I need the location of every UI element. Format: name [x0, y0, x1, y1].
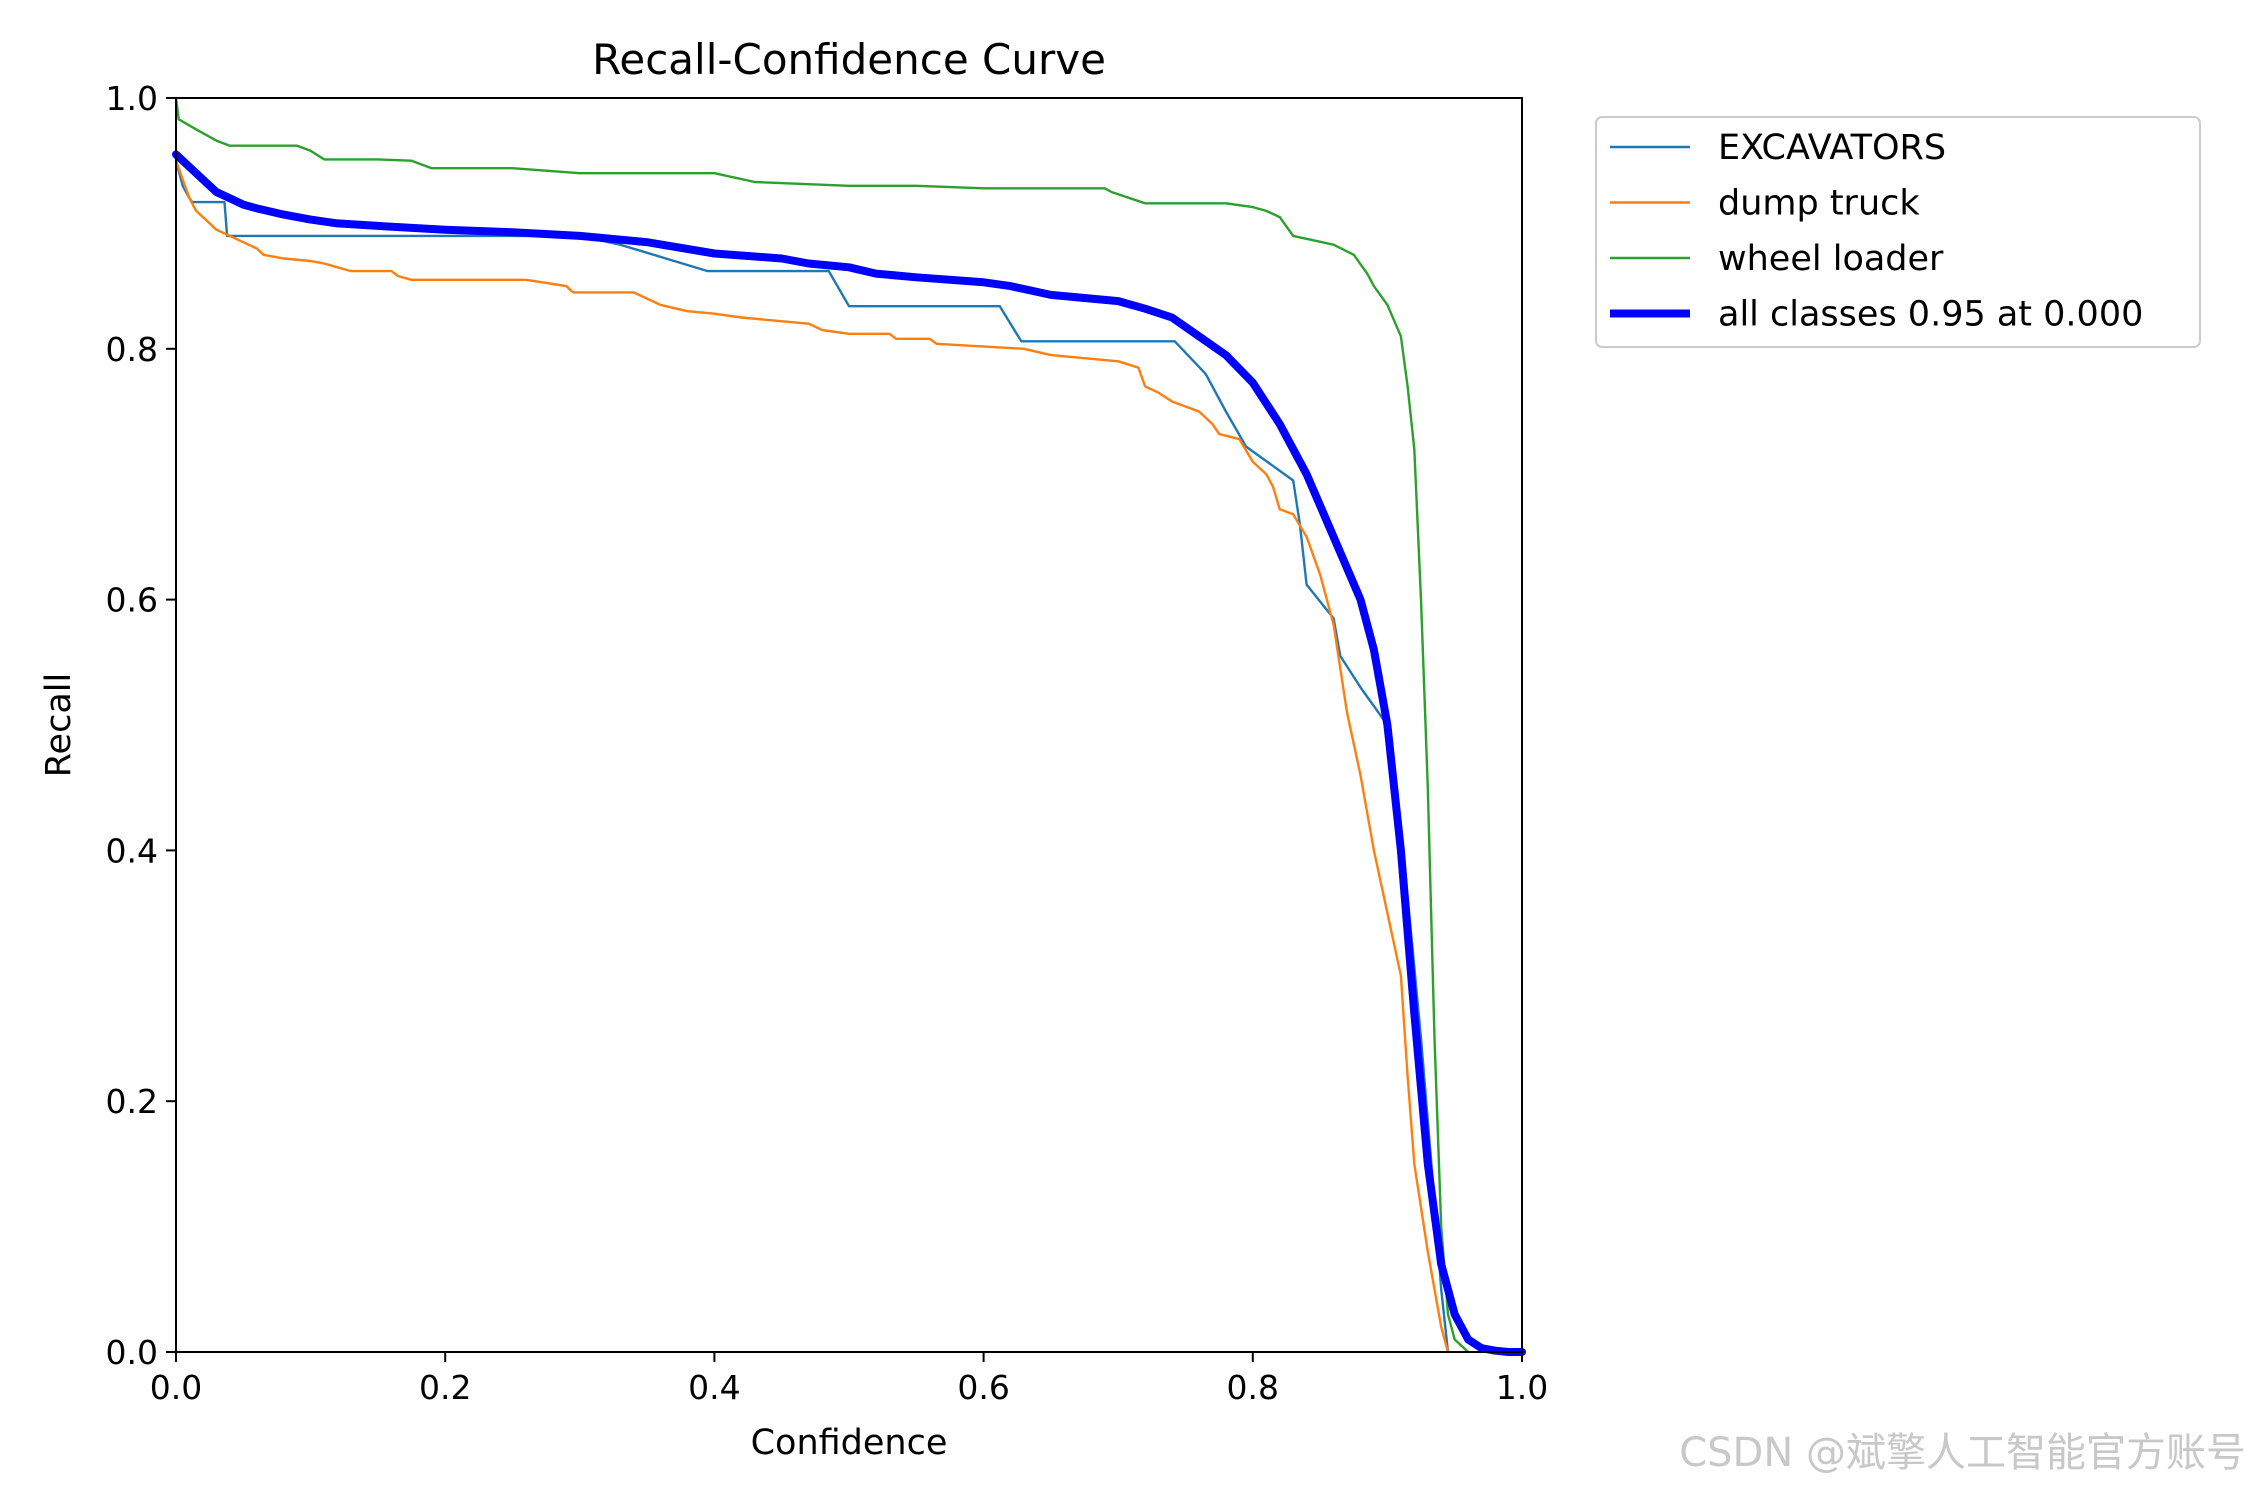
series-line-dump-truck: [174, 159, 1450, 1354]
plot-area: [172, 96, 1526, 1356]
x-axis-label: Confidence: [751, 1423, 948, 1463]
x-tick-label: 0.0: [150, 1368, 202, 1407]
x-tick-label: 1.0: [1496, 1368, 1548, 1407]
y-tick-label: 0.8: [106, 330, 158, 369]
legend-frame: [1595, 116, 2201, 348]
x-axis-ticks: 0.0 0.2 0.4 0.6 0.8 1.0: [150, 1352, 1548, 1407]
chart-title: Recall-Confidence Curve: [592, 35, 1106, 84]
plot-frame: [175, 97, 1523, 1353]
y-tick-label: 0.2: [106, 1082, 158, 1121]
legend-label-wheel-loader: wheel loader: [1718, 239, 1944, 279]
y-tick-label: 0.4: [106, 831, 158, 870]
legend-label-excavators: EXCAVATORS: [1718, 128, 1946, 168]
x-tick-label: 0.6: [957, 1368, 1009, 1407]
series-line-wheel-loader: [174, 96, 1470, 1354]
legend: EXCAVATORS dump truck wheel loader all clas…: [1595, 116, 2201, 348]
legend-label-all-classes-0-95-at-0-000: all classes 0.95 at 0.000: [1718, 295, 2143, 335]
plot-background: [176, 98, 1522, 1352]
series-line-excavators: [174, 159, 1450, 1354]
x-tick-label: 0.4: [688, 1368, 740, 1407]
legend-label-dump-truck: dump truck: [1718, 184, 1920, 224]
watermark: CSDN @斌擎人工智能官方账号: [1679, 1430, 2246, 1476]
y-axis-ticks: 0.0 0.2 0.4 0.6 0.8 1.0: [106, 79, 176, 1372]
y-axis-label: Recall: [39, 673, 79, 777]
legend-entries: EXCAVATORS dump truck wheel loader all clas…: [1610, 128, 2143, 335]
y-tick-label: 1.0: [106, 79, 158, 118]
x-tick-label: 0.8: [1227, 1368, 1279, 1407]
y-tick-label: 0.6: [106, 581, 158, 620]
series-layer: [172, 96, 1526, 1356]
series-line-all-classes-0-95-at-0-000: [172, 150, 1526, 1356]
y-tick-label: 0.0: [106, 1333, 158, 1372]
x-tick-label: 0.2: [419, 1368, 471, 1407]
